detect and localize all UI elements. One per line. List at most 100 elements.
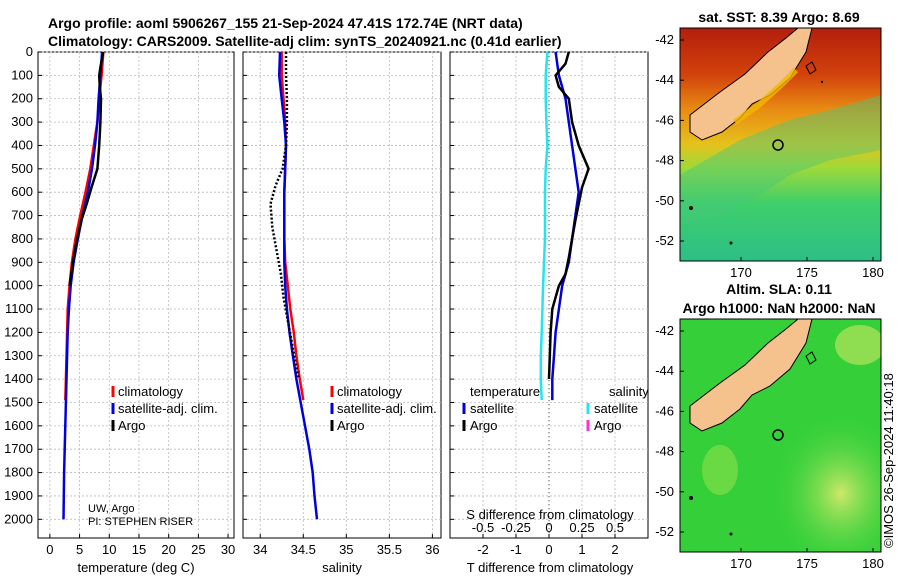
series-argo [269,52,301,380]
sst-map: sat. SST: 8.39 Argo: 8.69 -42 -44 -46 -48 -5… [655,9,884,280]
lon-tick-label: 180 [862,556,884,571]
salinity-xlabel: salinity [322,560,362,575]
temperature-panel: 0100200300400500600700800900100011001200… [4,44,235,575]
x-tick-label: 15 [132,542,146,557]
lon-tick-label: 175 [796,265,818,280]
salinity-axes [242,51,442,539]
x-tick-label: -1 [510,542,522,557]
x-tick-label: 10 [102,542,116,557]
lat-tick-label: -50 [655,484,674,499]
x-tick-label: 0 [46,542,53,557]
sst-map-title: sat. SST: 8.39 Argo: 8.69 [698,9,860,25]
x-tick-label: 35 [339,542,353,557]
salinity-legend: climatology satellite-adj. clim. Argo [330,384,437,433]
y-tick-label: 400 [11,137,33,152]
y-tick-label: 900 [11,254,33,269]
difference-legend: temperature salinity satellite Argo sate… [462,384,649,433]
s-diff-tick-label: -0.5 [472,520,494,535]
series-s-satellite [539,51,549,401]
south-island-land [689,28,813,141]
x-tick-label: 0 [545,542,552,557]
s-diff-tick-label: -0.25 [501,520,531,535]
y-tick-label: 1300 [4,348,33,363]
lat-tick-label: -42 [655,323,674,338]
y-tick-label: 1100 [5,301,33,316]
argo-position-marker [772,139,784,151]
title-line1: Argo profile: aoml 5906267_155 21-Sep-20… [48,15,523,31]
pi-name: PI: STEPHEN RISER [88,516,193,528]
credit: UW, Argo [88,503,134,515]
y-tick-label: 2000 [4,511,33,526]
legend-argo: Argo [337,418,364,433]
argo-position-marker [772,429,784,441]
legend-satellite: satellite-adj. clim. [337,401,437,416]
lat-tick-label: -48 [655,444,674,459]
lat-tick-label: -46 [655,112,674,127]
difference-top-xlabel: S difference from climatology [466,507,634,522]
legend-s-satellite: satellite [594,401,638,416]
legend-s-argo: Argo [594,418,621,433]
y-tick-label: 800 [11,231,33,246]
s-diff-tick-label: 0.25 [569,520,594,535]
legend-t-satellite: satellite [470,401,514,416]
y-tick-label: 100 [11,67,33,82]
series-t-argo [547,51,590,380]
x-tick-label: 36 [425,542,439,557]
x-tick-label: 30 [221,542,235,557]
series-argo [68,51,105,286]
s-diff-tick-label: 0 [545,520,552,535]
x-tick-label: 20 [161,542,175,557]
lon-tick-label: 170 [730,265,752,280]
legend-argo: Argo [118,418,145,433]
y-tick-label: 1900 [4,488,33,503]
lat-tick-label: -50 [655,193,674,208]
y-tick-label: 500 [11,161,33,176]
legend-climatology: climatology [118,384,184,399]
y-tick-label: 1700 [4,441,33,456]
lat-tick-label: -44 [655,72,674,87]
legend-t-argo: Argo [470,418,497,433]
y-tick-label: 1800 [4,465,33,480]
lat-tick-label: -44 [655,363,674,378]
difference-panel: -2 -1 0 1 2 -0.5 -0.25 0 0.25 0.5 T difference fr… [449,51,649,575]
y-tick-label: 1200 [4,324,33,339]
sla-map-title2: Argo h1000: NaN h2000: NaN [683,300,876,316]
y-tick-label: 0 [26,44,33,59]
x-tick-label: 34 [253,542,267,557]
lat-tick-label: -52 [655,524,674,539]
salinity-panel: 34 34.5 35 35.5 36 salinity climatology sate… [242,51,442,575]
lon-tick-label: 175 [796,556,818,571]
x-tick-label: 35.5 [377,542,402,557]
s-diff-tick-label: 0.5 [606,520,624,535]
south-island-land [689,319,813,432]
lat-tick-label: -48 [655,153,674,168]
lat-tick-label: -42 [655,32,674,47]
x-tick-label: -2 [477,542,489,557]
legend-climatology: climatology [337,384,403,399]
y-tick-label: 200 [11,91,33,106]
sla-map-title1: Altim. SLA: 0.11 [726,281,832,297]
y-tick-label: 300 [11,114,33,129]
x-tick-label: 1 [578,542,585,557]
y-tick-label: 1400 [4,371,33,386]
y-tick-label: 600 [11,184,33,199]
legend-temperature-title: temperature [470,384,540,399]
legend-satellite: satellite-adj. clim. [118,401,218,416]
x-tick-label: 25 [191,542,205,557]
temperature-xlabel: temperature (deg C) [77,560,194,575]
series-satellite-adj-clim- [277,51,319,520]
y-tick-label: 1000 [4,278,33,293]
x-tick-label: 5 [76,542,83,557]
y-tick-label: 700 [11,208,33,223]
temperature-legend: climatology satellite-adj. clim. Argo [111,384,218,433]
legend-salinity-title: salinity [609,384,649,399]
lat-tick-label: -46 [655,403,674,418]
y-tick-label: 1500 [4,394,33,409]
x-tick-label: 2 [611,542,618,557]
temperature-axes [37,51,235,539]
title-line2: Climatology: CARS2009. Satellite-adj cli… [48,33,562,49]
difference-xlabel: T difference from climatology [467,560,634,575]
y-tick-label: 1600 [4,418,33,433]
sla-map: Altim. SLA: 0.11 Argo h1000: NaN h2000: … [655,281,884,571]
